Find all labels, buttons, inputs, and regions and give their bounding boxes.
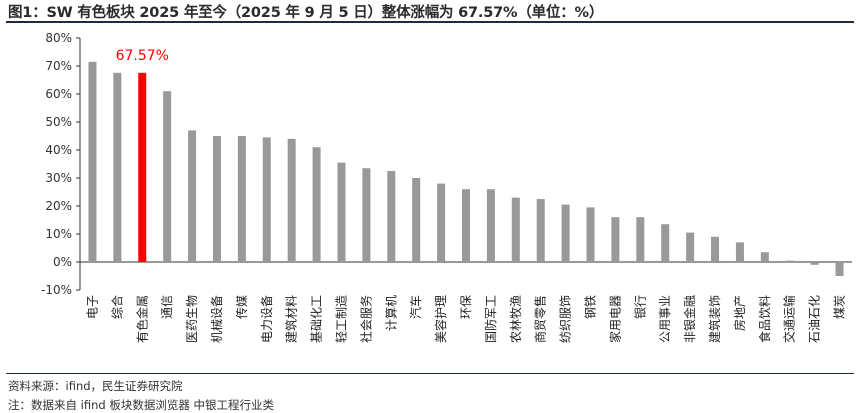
x-tick-label: 家用电器 xyxy=(607,295,622,343)
x-tick-label: 医药生物 xyxy=(185,295,199,343)
x-tick-label: 煤炭 xyxy=(833,295,847,319)
y-tick-label: 0% xyxy=(53,255,72,269)
y-tick-label: 10% xyxy=(45,227,72,241)
bar xyxy=(561,204,570,262)
bar xyxy=(636,217,645,262)
bar xyxy=(188,130,197,262)
y-tick-label: 50% xyxy=(45,115,72,129)
bar xyxy=(511,197,520,262)
bar xyxy=(735,242,744,262)
x-tick-label: 电子 xyxy=(85,295,99,319)
data-label: 67.57% xyxy=(116,48,169,64)
bar xyxy=(362,168,371,262)
x-tick-label: 基础化工 xyxy=(310,295,324,343)
bar xyxy=(412,178,421,262)
x-tick-label: 农林牧渔 xyxy=(509,295,523,343)
bar xyxy=(486,189,495,262)
y-tick-label: 70% xyxy=(45,59,72,73)
y-tick-label: 30% xyxy=(45,171,72,185)
x-tick-label: 钢铁 xyxy=(584,295,598,319)
footer-divider xyxy=(6,373,854,374)
bar xyxy=(686,232,695,262)
bar xyxy=(113,72,122,262)
x-tick-label: 公用事业 xyxy=(658,295,672,343)
footnote: 注：数据来自 ifind 板块数据浏览器 中银工程行业类 xyxy=(8,398,274,412)
bar xyxy=(661,224,670,262)
x-tick-label: 石油石化 xyxy=(808,295,822,343)
bar xyxy=(586,207,595,262)
x-tick-label: 房地产 xyxy=(732,295,747,331)
bar xyxy=(711,236,720,262)
bar xyxy=(138,72,147,262)
x-tick-label: 商贸零售 xyxy=(533,295,548,343)
x-tick-label: 国防军工 xyxy=(483,295,498,343)
x-tick-label: 社会服务 xyxy=(358,295,373,343)
x-tick-label: 纺织服饰 xyxy=(559,295,573,343)
y-tick-label: 40% xyxy=(45,143,72,157)
y-tick-label: 60% xyxy=(45,87,72,101)
x-tick-label: 汽车 xyxy=(408,295,423,319)
bar xyxy=(312,147,321,262)
bar xyxy=(760,252,769,262)
bar xyxy=(810,262,819,265)
bar xyxy=(462,189,470,262)
bar xyxy=(536,199,545,262)
bar xyxy=(785,260,794,262)
bar xyxy=(88,61,97,262)
source-note: 资料来源：ifind，民生证券研究院 xyxy=(8,379,183,393)
bar xyxy=(287,138,296,262)
x-tick-label: 建筑材料 xyxy=(284,295,299,343)
bar xyxy=(835,262,844,276)
x-tick-label: 轻工制造 xyxy=(334,295,348,343)
x-tick-label: 综合 xyxy=(109,295,124,319)
bar xyxy=(262,137,271,262)
bar xyxy=(611,217,620,262)
bar xyxy=(337,162,346,262)
x-tick-label: 机械设备 xyxy=(209,295,224,343)
x-tick-label: 食品饮料 xyxy=(757,295,772,343)
y-tick-label: 80% xyxy=(45,31,72,45)
bar xyxy=(387,171,396,262)
x-tick-label: 美容护理 xyxy=(433,295,448,343)
bar xyxy=(163,91,172,262)
y-tick-label: -10% xyxy=(41,283,72,297)
y-tick-label: 20% xyxy=(45,199,72,213)
x-tick-label: 计算机 xyxy=(383,295,398,331)
bar xyxy=(237,136,246,262)
x-tick-label: 传媒 xyxy=(234,295,249,319)
x-tick-label: 非银金融 xyxy=(682,295,697,343)
x-tick-label: 建筑装饰 xyxy=(707,295,722,343)
x-tick-label: 银行 xyxy=(633,295,647,319)
x-tick-label: 电力设备 xyxy=(260,295,274,343)
bar xyxy=(437,183,446,262)
x-tick-label: 交通运输 xyxy=(782,295,797,343)
bar xyxy=(212,136,221,262)
title-underline xyxy=(6,21,854,23)
chart-title: 图1：SW 有色板块 2025 年至今（2025 年 9 月 5 日）整体涨幅为… xyxy=(8,5,604,21)
x-tick-label: 有色金属 xyxy=(134,295,149,343)
x-tick-label: 环保 xyxy=(459,295,473,319)
x-tick-label: 通信 xyxy=(160,295,174,319)
